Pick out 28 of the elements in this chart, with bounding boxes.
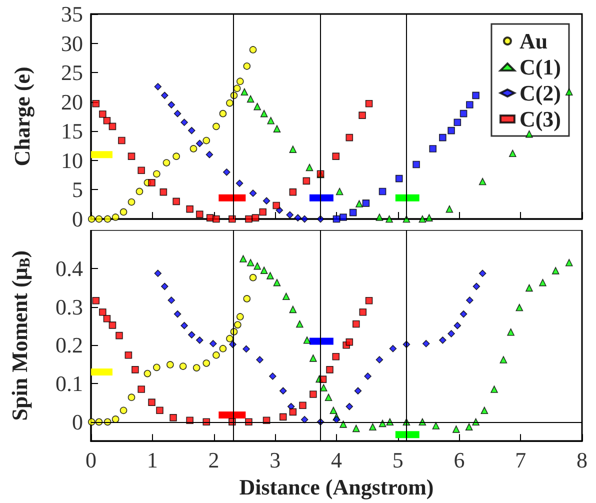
y-axis-title: Charge (e) (10, 66, 34, 166)
y-tick-label: 30 (61, 30, 83, 56)
legend-label: C(3) (519, 106, 562, 132)
y-tick-label: 0 (72, 206, 83, 232)
x-tick-label: 4 (331, 448, 342, 473)
x-tick-label: 7 (515, 448, 526, 473)
x-tick-label: 6 (454, 448, 465, 473)
legend-label: Au (519, 28, 548, 54)
x-tick-label: 8 (576, 448, 588, 473)
y-tick-label: 0.2 (56, 332, 83, 358)
y-tick-label: 0 (72, 409, 83, 434)
y-axis-title: Spin Moment (μB) (7, 250, 34, 421)
y-tick-label: 20 (61, 89, 83, 114)
y-tick-label: 15 (61, 118, 83, 144)
y-tick-label: 10 (61, 148, 83, 173)
legend-label: C(2) (519, 80, 562, 106)
y-tick-label: 0.4 (56, 256, 83, 281)
x-tick-label: 1 (146, 448, 158, 473)
x-tick-label: 2 (208, 448, 220, 473)
y-tick-label: 0.3 (56, 294, 83, 320)
x-tick-label: 3 (270, 448, 281, 473)
x-axis-title: Distance (Angstrom) (239, 474, 434, 500)
legend-label: C(1) (519, 54, 562, 80)
x-tick-label: 5 (392, 448, 404, 473)
y-tick-label: 35 (61, 2, 83, 26)
y-tick-label: 5 (72, 177, 83, 202)
y-tick-label: 0.1 (56, 371, 83, 396)
y-tick-label: 25 (61, 60, 83, 86)
